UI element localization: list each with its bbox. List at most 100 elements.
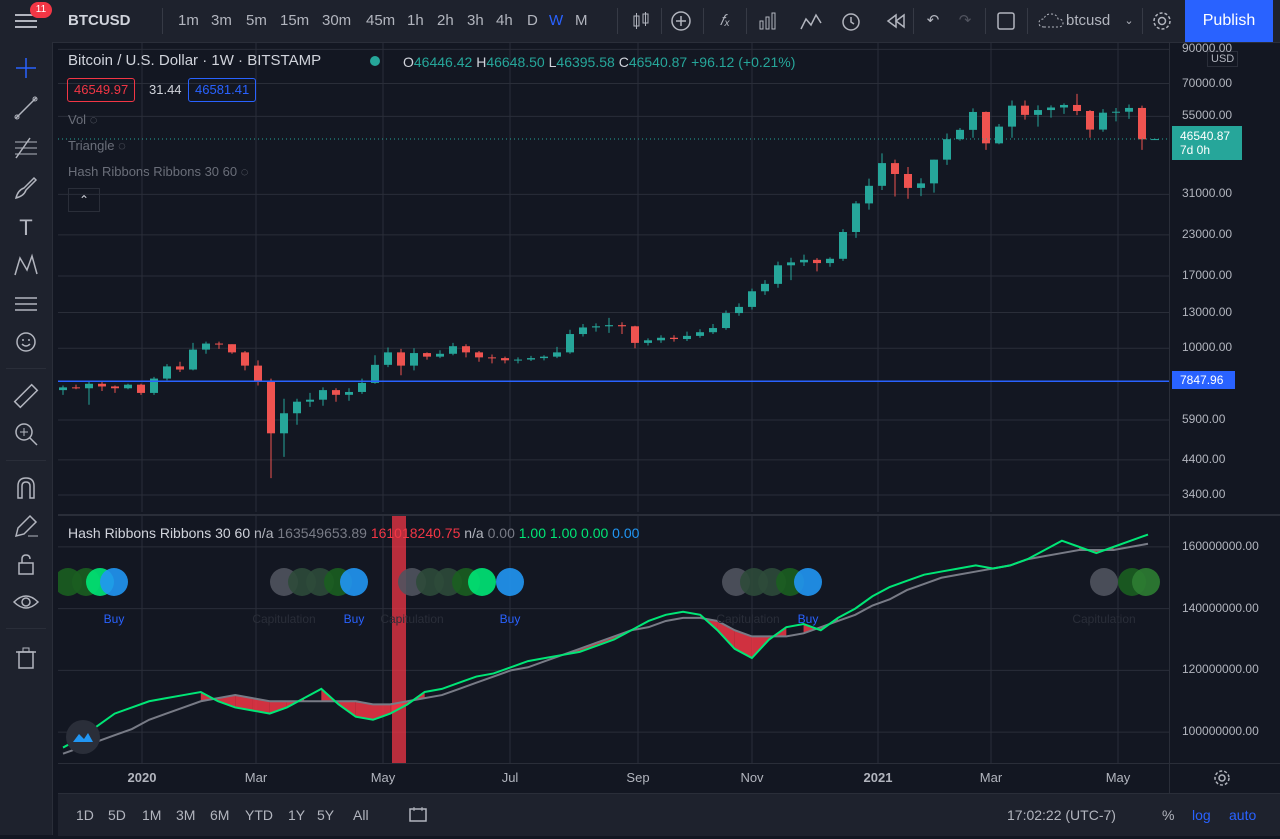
range-6m[interactable]: 6M xyxy=(210,807,230,823)
range-1d[interactable]: 1D xyxy=(76,807,94,823)
menu-icon[interactable] xyxy=(6,0,46,42)
candle-body xyxy=(488,357,496,359)
alert-icon[interactable] xyxy=(838,0,864,42)
trash-icon[interactable] xyxy=(10,642,42,674)
signal-label: Buy xyxy=(343,612,365,626)
interval-30m[interactable]: 30m xyxy=(322,12,352,29)
interval-5m[interactable]: 5m xyxy=(246,12,267,29)
fib-icon[interactable] xyxy=(10,132,42,164)
indicator-triangle[interactable]: Triangle ◌ xyxy=(68,138,126,153)
indicator-hash-ribbons[interactable]: Hash Ribbons Ribbons 30 60 ◌ xyxy=(68,164,249,179)
gear-icon[interactable] xyxy=(1148,0,1176,42)
interval-1m[interactable]: 1m xyxy=(178,12,199,29)
candle-body xyxy=(1099,112,1107,130)
fullscreen-icon[interactable] xyxy=(993,0,1019,42)
time-axis-label: Mar xyxy=(244,770,268,785)
interval-2h[interactable]: 2h xyxy=(437,12,454,29)
interval-45m[interactable]: 45m xyxy=(366,12,396,29)
interval-W[interactable]: W xyxy=(549,12,564,29)
signal-marker xyxy=(1090,568,1118,596)
tradingview-logo[interactable] xyxy=(66,720,100,754)
candle-body xyxy=(826,258,834,264)
brush-icon[interactable] xyxy=(10,172,42,204)
interval-D[interactable]: D xyxy=(527,12,538,29)
ruler-icon[interactable] xyxy=(10,380,42,412)
candle-body xyxy=(358,382,366,392)
range-3m[interactable]: 3M xyxy=(176,807,196,823)
interval-4h[interactable]: 4h xyxy=(496,12,513,29)
function-icon[interactable]: 𝑓ₓ xyxy=(719,12,731,29)
chart-title: Bitcoin / U.S. Dollar · 1W · BITSTAMP xyxy=(68,52,322,69)
replay-icon[interactable] xyxy=(883,0,909,42)
sell-button[interactable]: 46549.97 xyxy=(67,78,136,102)
pattern-icon[interactable] xyxy=(10,250,42,282)
last-price-label: 46540.87 7d 0h xyxy=(1172,126,1242,160)
candle-body xyxy=(514,359,522,361)
auto-toggle[interactable]: auto xyxy=(1229,807,1257,823)
interval-3m[interactable]: 3m xyxy=(211,12,232,29)
candle-body xyxy=(150,378,158,393)
candle-body xyxy=(1060,104,1068,108)
pane2-axis-label: 100000000.00 xyxy=(1182,724,1259,739)
range-5d[interactable]: 5D xyxy=(108,807,126,823)
prediction-icon[interactable] xyxy=(10,288,42,320)
collapse-legend-button[interactable]: ⌃ xyxy=(68,188,100,212)
candle-body xyxy=(111,386,119,389)
redo-icon[interactable]: ↷ xyxy=(958,12,972,29)
range-1m[interactable]: 1M xyxy=(142,807,162,823)
candle-body xyxy=(98,383,106,387)
price-chart[interactable] xyxy=(58,42,1169,512)
price-axis-label: 5900.00 xyxy=(1182,412,1226,426)
eye-hidden-icon[interactable]: ◌ xyxy=(89,112,98,127)
candle-body xyxy=(241,352,249,366)
ribbon-fill xyxy=(717,620,735,649)
interval-M[interactable]: M xyxy=(575,12,588,29)
symbol-search[interactable]: BTCUSD xyxy=(68,12,131,29)
add-indicator-icon[interactable] xyxy=(668,0,694,42)
gear-icon[interactable] xyxy=(1212,768,1232,788)
range-ytd[interactable]: YTD xyxy=(245,807,273,823)
candle-body xyxy=(917,183,925,188)
eye-hidden-icon[interactable]: ◌ xyxy=(118,138,126,153)
candle-body xyxy=(137,384,145,393)
candle-body xyxy=(761,283,769,292)
percent-toggle[interactable]: % xyxy=(1162,807,1175,823)
buy-button[interactable]: 46581.41 xyxy=(188,78,257,102)
candle-body xyxy=(306,399,314,402)
undo-icon[interactable]: ↶ xyxy=(926,12,940,29)
time-axis[interactable] xyxy=(58,763,1280,794)
zoom-icon[interactable] xyxy=(10,418,42,450)
lock-icon[interactable] xyxy=(10,548,42,580)
smiley-icon[interactable] xyxy=(10,326,42,358)
interval-15m[interactable]: 15m xyxy=(280,12,310,29)
date-range-icon[interactable] xyxy=(408,794,428,836)
lock-drawings-icon[interactable] xyxy=(10,510,42,542)
price-axis-label: 13000.00 xyxy=(1182,304,1233,319)
time-axis-label: Nov xyxy=(740,770,764,785)
compare-icon[interactable] xyxy=(755,0,781,42)
publish-button[interactable]: Publish xyxy=(1185,0,1273,42)
clock-timezone[interactable]: 17:02:22 (UTC-7) xyxy=(1007,807,1116,823)
candle-body xyxy=(878,163,886,186)
range-1y[interactable]: 1Y xyxy=(288,807,306,823)
text-icon[interactable]: T xyxy=(19,215,33,240)
eye-icon[interactable] xyxy=(10,586,42,618)
templates-icon[interactable] xyxy=(798,0,824,42)
signal-label: Capitulation xyxy=(380,612,444,626)
indicator-vol[interactable]: Vol ◌ xyxy=(68,112,98,127)
eye-hidden-icon[interactable]: ◌ xyxy=(240,164,249,179)
range-5y[interactable]: 5Y xyxy=(317,807,335,823)
trend-line-icon[interactable] xyxy=(10,92,42,124)
log-toggle[interactable]: log xyxy=(1192,807,1211,823)
chevron-down-icon[interactable]: ⌄ xyxy=(1124,15,1134,27)
interval-1h[interactable]: 1h xyxy=(407,12,424,29)
interval-3h[interactable]: 3h xyxy=(467,12,484,29)
hash-ribbons-pane[interactable] xyxy=(58,516,1169,763)
magnet-icon[interactable] xyxy=(10,472,42,504)
candles-icon[interactable] xyxy=(628,0,654,42)
range-all[interactable]: All xyxy=(353,807,369,823)
layout-name[interactable]: btcusd xyxy=(1066,12,1111,29)
crosshair-icon[interactable] xyxy=(10,52,42,84)
candle-body xyxy=(631,326,639,343)
price-axis-label: 17000.00 xyxy=(1182,268,1233,283)
